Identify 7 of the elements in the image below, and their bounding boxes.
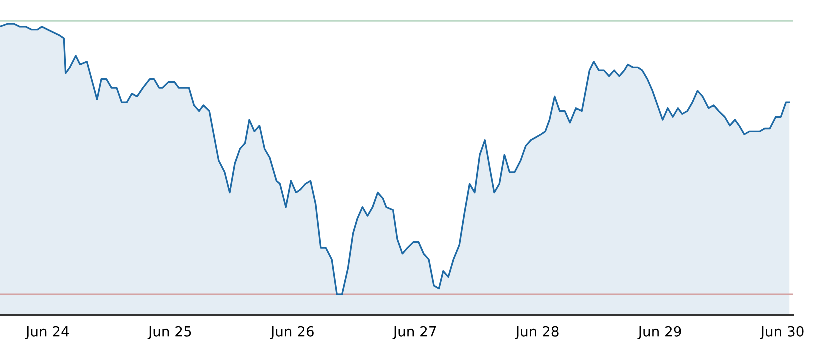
x-tick-label: Jun 29 xyxy=(638,326,682,340)
x-tick-label: Jun 28 xyxy=(515,326,559,340)
x-tick-label: Jun 30 xyxy=(760,326,804,340)
x-tick-label: Jun 26 xyxy=(270,326,314,340)
x-tick-label: Jun 24 xyxy=(25,326,70,340)
x-tick-label: Jun 25 xyxy=(148,326,192,340)
x-tick-label: Jun 27 xyxy=(392,326,436,340)
